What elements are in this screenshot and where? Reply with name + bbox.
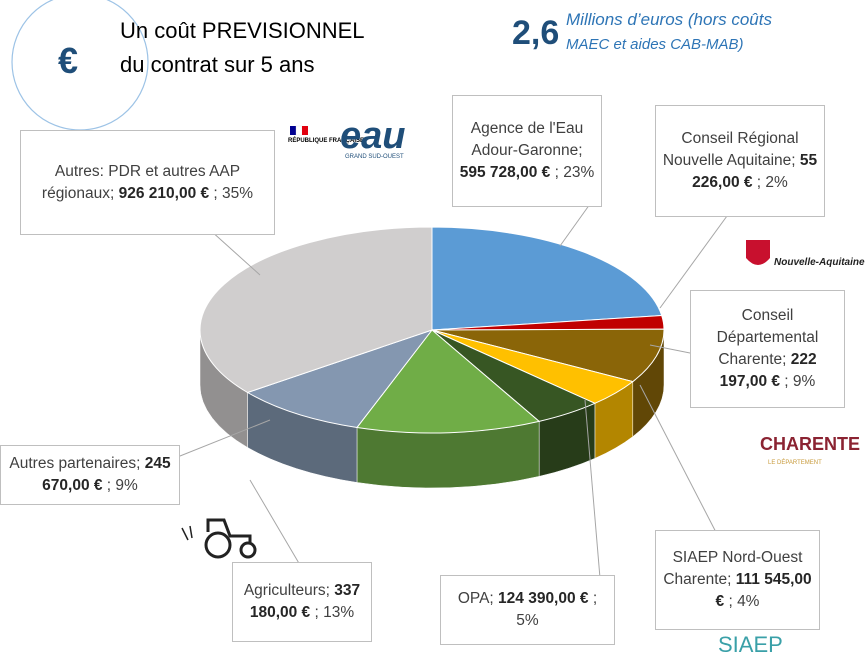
label-value: 337 180,00 € <box>249 582 361 621</box>
header-title: du contrat sur 5 ans <box>120 52 315 77</box>
tractor-icon <box>181 518 257 559</box>
header-icon: € <box>58 40 79 81</box>
logo-text: SIAEP <box>718 632 783 652</box>
logo-text: Nouvelle-Aquitaine <box>774 257 865 268</box>
label-text: Conseil Départemental Charente; 222 197,… <box>697 305 838 393</box>
logo-eau-mark: eau <box>340 115 405 157</box>
data-label: Autres: PDR et autres AAP régionaux; 926… <box>20 130 275 235</box>
label-percent: 4% <box>724 593 759 610</box>
label-percent: 35% <box>209 185 253 202</box>
label-name: SIAEP Nord-Ouest Charente; <box>663 549 803 588</box>
slice <box>356 329 541 434</box>
slice <box>246 328 434 429</box>
data-label: Conseil Régional Nouvelle Aquitaine; 55 … <box>655 105 825 217</box>
data-label: Conseil Départemental Charente; 222 197,… <box>690 290 845 408</box>
logo-text: CHARENTE <box>760 434 860 454</box>
label-percent: 9% <box>103 477 138 494</box>
logo-text: LE DÉPARTEMENT <box>768 459 822 466</box>
label-value: 111 545,00 € <box>715 571 812 610</box>
label-value: 124 390,00 € <box>498 590 589 607</box>
label-value: 222 197,00 € <box>719 351 817 390</box>
slice <box>199 226 433 394</box>
label-text: SIAEP Nord-Ouest Charente; 111 545,00 €4… <box>662 547 813 613</box>
label-text: Conseil Régional Nouvelle Aquitaine; 55 … <box>662 128 818 194</box>
label-percent: 13% <box>310 604 354 621</box>
label-text: OPA; 124 390,00 €5% <box>447 588 608 632</box>
label-name: Autres partenaires; <box>9 455 141 472</box>
label-text: Autres partenaires; 245 670,00 €9% <box>7 453 173 497</box>
logo-republique: RÉPUBLIQUE FRANÇAISE <box>288 125 364 144</box>
label-name: Autres: PDR et autres AAP régionaux; <box>41 162 241 202</box>
data-label: Agriculteurs; 337 180,00 €13% <box>232 562 372 642</box>
label-name: Agriculteurs; <box>243 582 330 599</box>
logo-text: RÉPUBLIQUE FRANÇAISE <box>288 136 364 144</box>
header-total-text: Millions d’euros (hors coûts <box>566 10 772 29</box>
logo-text: GRAND SUD-OUEST <box>345 154 404 160</box>
label-value: 926 210,00 € <box>118 184 210 202</box>
header-total-text: MAEC et aides CAB-MAB) <box>566 36 744 53</box>
label-name: Conseil Départemental Charente; <box>716 307 819 368</box>
leader-lines <box>169 189 736 579</box>
label-percent: 9% <box>780 373 815 390</box>
label-name: Agence de l'Eau Adour-Garonne; <box>470 120 584 159</box>
label-value: 245 670,00 € <box>42 455 171 494</box>
label-name: OPA; <box>457 590 494 607</box>
data-label: Autres partenaires; 245 670,00 €9% <box>0 445 180 505</box>
header-total: 2,6 <box>512 14 560 52</box>
label-percent: 23% <box>550 164 594 181</box>
label-percent: 2% <box>753 174 788 191</box>
data-label: OPA; 124 390,00 €5% <box>440 575 615 645</box>
label-value: 55 226,00 € <box>692 152 818 191</box>
data-label: Agence de l'Eau Adour-Garonne; 595 728,0… <box>452 95 602 207</box>
label-text: Agriculteurs; 337 180,00 €13% <box>239 580 365 624</box>
pie-sides <box>199 329 665 489</box>
label-value: 595 728,00 € <box>459 164 551 181</box>
header-title: Un coût PREVISIONNEL <box>120 18 365 43</box>
slice <box>431 226 663 331</box>
logo-eau: eau GRAND SUD-OUEST <box>340 115 405 160</box>
logo-region: Nouvelle-Aquitaine <box>746 240 865 268</box>
label-text: Autres: PDR et autres AAP régionaux; 926… <box>27 161 268 205</box>
label-name: Conseil Régional Nouvelle Aquitaine; <box>662 130 799 169</box>
pie-tops <box>199 226 665 434</box>
data-label: SIAEP Nord-Ouest Charente; 111 545,00 €4… <box>655 530 820 630</box>
label-text: Agence de l'Eau Adour-Garonne; 595 728,0… <box>459 118 595 184</box>
slice <box>431 328 665 383</box>
